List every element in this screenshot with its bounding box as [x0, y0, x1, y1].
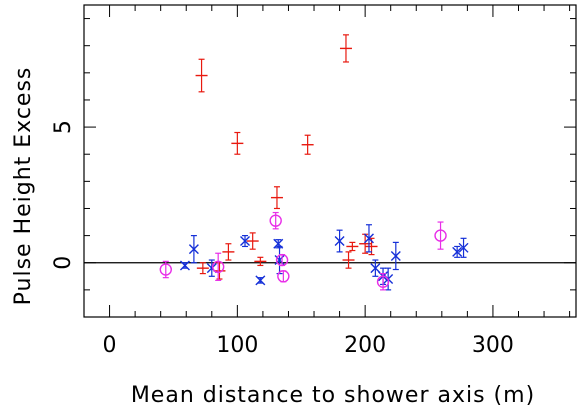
data-point-cross [334, 229, 345, 253]
cross-marker [452, 246, 463, 257]
data-point-cross [458, 237, 469, 258]
cross-marker [273, 238, 284, 249]
y-axis-label: Pulse Height Excess [11, 67, 36, 306]
circle-marker [275, 253, 289, 267]
data-point-plus [231, 131, 244, 155]
circle-marker [269, 214, 282, 227]
cross-marker [334, 236, 345, 247]
cross-marker [206, 263, 217, 274]
cross-marker [458, 242, 469, 253]
data-point-circle [159, 260, 172, 279]
y-tick-label: 5 [51, 120, 76, 134]
cross-marker [240, 236, 251, 247]
data-marks [159, 34, 469, 291]
data-point-plus [196, 262, 209, 275]
cross-marker [390, 250, 401, 261]
data-point-cross [240, 235, 251, 248]
data-point-cross [452, 245, 463, 258]
x-axis-label: Mean distance to shower axis (m) [131, 383, 535, 408]
data-point-plus [195, 58, 208, 93]
circle-marker [159, 263, 172, 276]
data-point-cross [370, 259, 381, 277]
circle-marker [434, 229, 447, 242]
plot-frame [83, 4, 577, 318]
data-point-cross [188, 235, 199, 264]
cross-marker [179, 260, 190, 271]
data-point-cross [255, 275, 266, 286]
cross-marker [255, 275, 266, 286]
data-point-plus [246, 232, 259, 250]
data-point-circle [275, 253, 289, 267]
circle-marker [211, 260, 225, 274]
x-tick-label: 200 [344, 333, 386, 358]
data-point-circle [434, 221, 447, 250]
data-point-circle [269, 211, 282, 230]
cross-marker [363, 233, 374, 244]
data-point-plus [346, 241, 359, 252]
data-point-circle [277, 270, 290, 283]
data-point-plus [222, 243, 235, 261]
data-point-plus [301, 134, 314, 155]
data-point-cross [363, 224, 374, 253]
data-point-plus [254, 256, 267, 267]
data-point-cross [390, 241, 401, 271]
circle-marker [277, 270, 290, 283]
data-point-circle [211, 252, 225, 281]
data-point-cross [179, 260, 190, 271]
axes [83, 4, 577, 318]
x-tick-label: 100 [216, 333, 258, 358]
tick-labels: 0 100 200 300 0 5 [51, 120, 514, 358]
x-tick-label: 0 [103, 333, 117, 358]
cross-marker [370, 263, 381, 274]
y-tick-label: 0 [51, 256, 76, 270]
cross-marker [188, 244, 199, 255]
data-point-circle [376, 272, 390, 291]
circle-marker [376, 275, 390, 288]
data-point-plus [339, 34, 352, 63]
data-point-plus [270, 186, 283, 210]
data-point-plus [342, 251, 355, 269]
x-tick-label: 300 [472, 333, 514, 358]
